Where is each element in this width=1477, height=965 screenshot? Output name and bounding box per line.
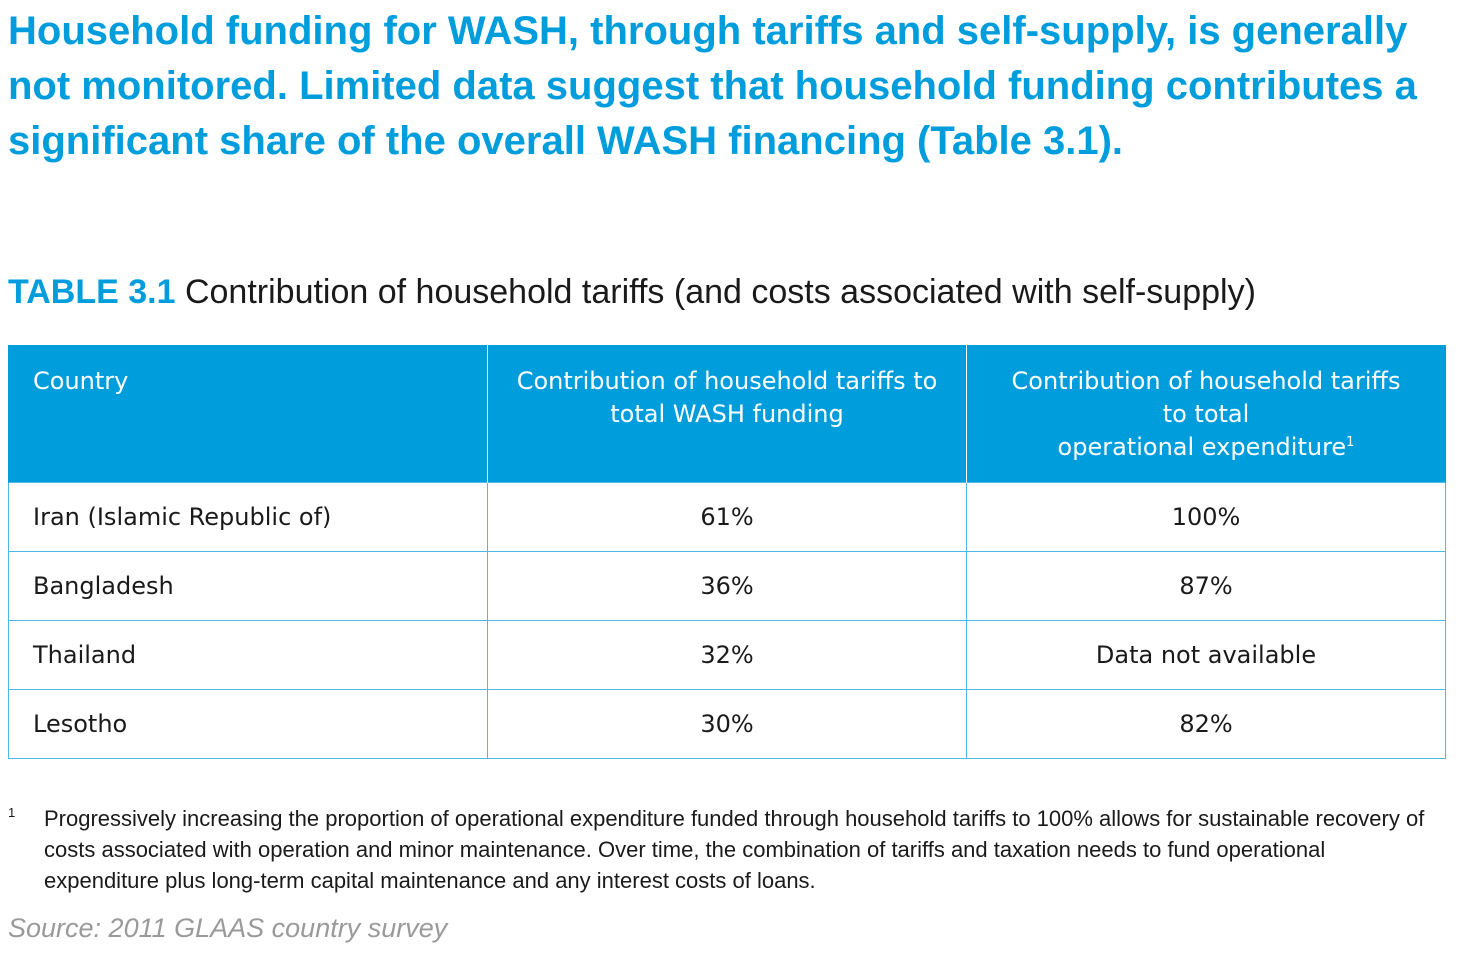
cell-country: Iran (Islamic Republic of) — [8, 481, 488, 552]
cell-opex: 100% — [966, 481, 1446, 552]
table-caption-title: Contribution of household tariffs (and c… — [184, 273, 1256, 311]
header-opex-line3: operational expenditure — [1057, 433, 1347, 461]
cell-total-funding: 32% — [487, 619, 967, 690]
cell-country: Bangladesh — [8, 550, 488, 621]
cell-total-funding: 61% — [487, 481, 967, 552]
table-row: Thailand 32% Data not available — [8, 619, 1446, 690]
cell-country: Thailand — [8, 619, 488, 690]
footnote-text: Progressively increasing the proportion … — [44, 806, 1425, 893]
source-note: Source: 2011 GLAAS country survey — [8, 913, 448, 943]
table-row: Bangladesh 36% 87% — [8, 550, 1446, 621]
footnote-marker-superscript: 1 — [1346, 435, 1355, 450]
header-operational-expenditure: Contribution of household tariffs to tota… — [966, 345, 1446, 482]
cell-opex: Data not available — [966, 619, 1446, 690]
table-header-row: Country Contribution of household tariff… — [8, 345, 1446, 482]
table-caption: TABLE 3.1 Contribution of household tari… — [8, 266, 1256, 318]
table-caption-label: TABLE 3.1 — [8, 273, 176, 311]
header-total-funding: Contribution of household tariffs to tot… — [487, 345, 967, 482]
cell-opex: 82% — [966, 688, 1446, 759]
cell-total-funding: 36% — [487, 550, 967, 621]
cell-opex: 87% — [966, 550, 1446, 621]
cell-total-funding: 30% — [487, 688, 967, 759]
header-opex-line1: Contribution of household tariffs — [1011, 367, 1401, 395]
header-country: Country — [8, 345, 488, 482]
footnote: 1 Progressively increasing the proportio… — [8, 803, 1428, 896]
headline: Household funding for WASH, through tari… — [8, 9, 1417, 163]
cell-country: Lesotho — [8, 688, 488, 759]
header-opex-line2: to total — [1162, 400, 1250, 428]
household-tariffs-table: Country Contribution of household tariff… — [8, 345, 1446, 759]
table-row: Iran (Islamic Republic of) 61% 100% — [8, 481, 1446, 552]
footnote-marker: 1 — [8, 805, 16, 820]
table-row: Lesotho 30% 82% — [8, 688, 1446, 759]
